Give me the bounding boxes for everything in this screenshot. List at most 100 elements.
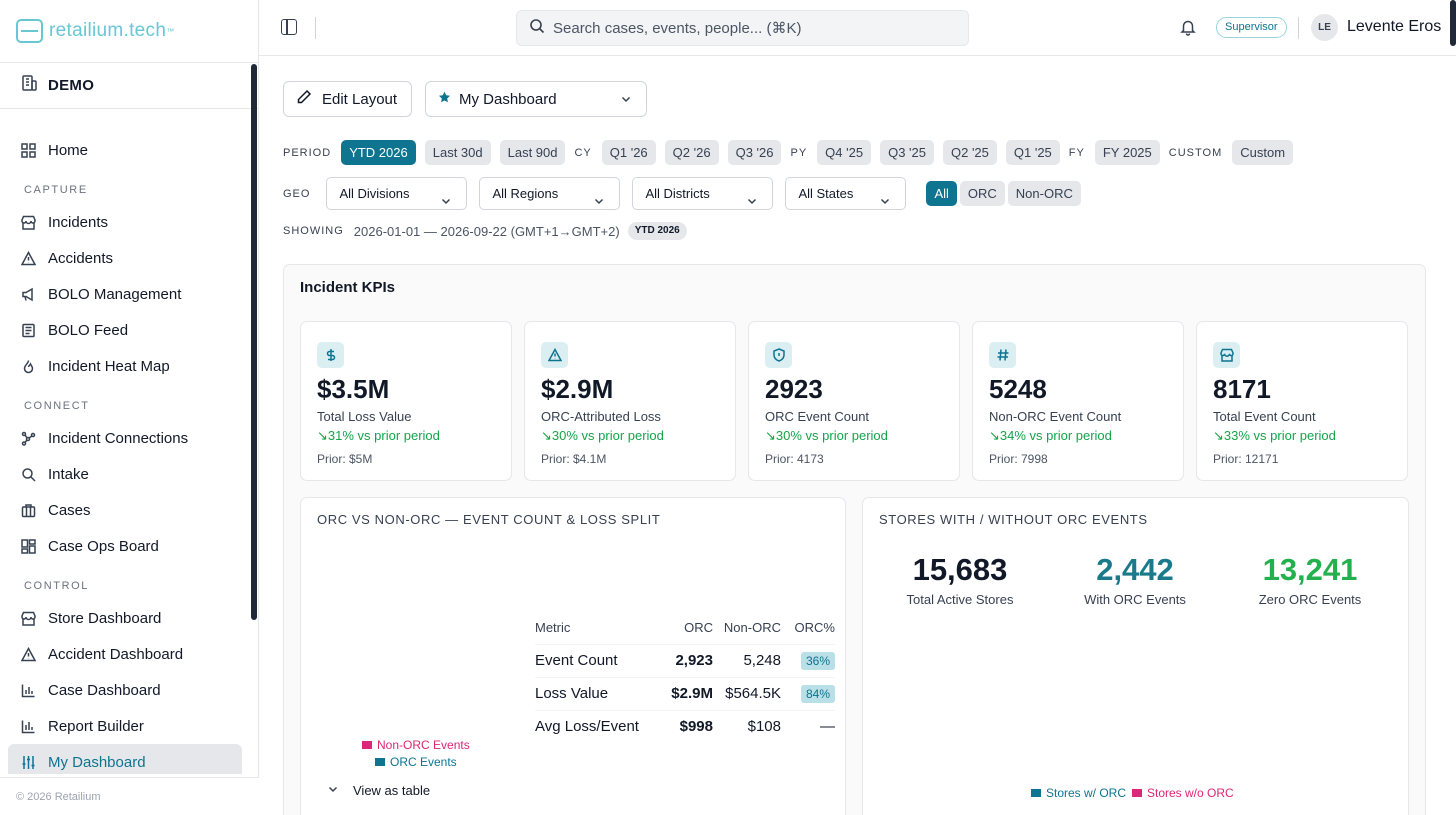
sidebar-item-label: Intake	[48, 465, 89, 483]
sidebar-item-label: My Dashboard	[48, 753, 146, 771]
sidebar-item-bolo-feed[interactable]: BOLO Feed	[0, 312, 250, 348]
sidebar-item-cases[interactable]: Cases	[0, 492, 250, 528]
kpi-label: Non-ORC Event Count	[989, 409, 1122, 424]
kpi-card-orc-loss[interactable]: $2.9M ORC-Attributed Loss ↘30% vs prior …	[524, 321, 736, 481]
state-select[interactable]: All States	[785, 177, 907, 210]
stat-value: 2,442	[1096, 552, 1174, 587]
sidebar-item-label: Case Ops Board	[48, 537, 159, 555]
sidebar-toggle-icon[interactable]	[281, 19, 297, 35]
region-select[interactable]: All Regions	[479, 177, 621, 210]
sidebar-nav: Home CAPTURE Incidents Accidents BOLO Ma…	[0, 110, 250, 774]
sidebar-item-label: Accident Dashboard	[48, 645, 184, 663]
geo-label: GEO	[283, 187, 311, 200]
period-chip-q1-26[interactable]: Q1 '26	[601, 140, 656, 165]
sidebar-item-report-builder[interactable]: Report Builder	[0, 708, 250, 744]
showing-range: 2026-01-01 — 2026-09-22 (GMT+1→GMT+2)	[353, 223, 620, 239]
period-chip-custom[interactable]: Custom	[1232, 140, 1294, 165]
kpi-prior: Prior: 4173	[765, 452, 824, 466]
period-chip-q4-25[interactable]: Q4 '25	[817, 140, 872, 165]
bell-icon[interactable]	[1179, 18, 1197, 36]
view-as-table-toggle[interactable]: View as table	[327, 783, 430, 798]
edit-layout-button[interactable]: Edit Layout	[283, 81, 412, 117]
chevron-down-icon	[879, 187, 891, 218]
period-chip-q3-26[interactable]: Q3 '26	[727, 140, 782, 165]
chevron-down-icon	[327, 783, 339, 798]
sidebar-item-accident-dashboard[interactable]: Accident Dashboard	[0, 636, 250, 672]
period-chip-ytd[interactable]: YTD 2026	[341, 140, 416, 165]
column-header: ORC	[684, 620, 713, 636]
kpi-card-non-orc-count[interactable]: 5248 Non-ORC Event Count ↘34% vs prior p…	[972, 321, 1184, 481]
search-input[interactable]	[553, 19, 953, 37]
period-chip-last90[interactable]: Last 90d	[499, 140, 566, 165]
dashboard-select[interactable]: My Dashboard	[425, 81, 647, 117]
sidebar-item-case-ops-board[interactable]: Case Ops Board	[0, 528, 250, 564]
sidebar-footer: © 2026 Retailium	[0, 777, 259, 815]
warning-icon	[541, 342, 568, 368]
period-chip-q1-25[interactable]: Q1 '25	[1005, 140, 1060, 165]
period-chip-last30[interactable]: Last 30d	[424, 140, 491, 165]
segment-all[interactable]: All	[926, 181, 957, 206]
sidebar-item-bolo-management[interactable]: BOLO Management	[0, 276, 250, 312]
stat-zero-orc: 13,241 Zero ORC Events	[1230, 552, 1390, 607]
sidebar-item-label: Incident Heat Map	[48, 357, 170, 375]
orc-cell: $998	[663, 709, 713, 743]
period-chip-fy2025[interactable]: FY 2025	[1094, 140, 1160, 165]
kpi-card-orc-count[interactable]: 2923 ORC Event Count ↘30% vs prior perio…	[748, 321, 960, 481]
sidebar-scrollbar[interactable]	[251, 64, 257, 620]
kpi-value: 5248	[989, 374, 1047, 404]
search-box[interactable]	[516, 10, 969, 46]
orc-cell: 2,923	[663, 643, 713, 677]
role-badge: Supervisor	[1216, 17, 1287, 38]
showing-badge: YTD 2026	[627, 222, 687, 240]
sidebar-item-intake[interactable]: Intake	[0, 456, 250, 492]
edit-layout-label: Edit Layout	[322, 90, 398, 108]
sidebar-item-incident-heat-map[interactable]: Incident Heat Map	[0, 348, 250, 384]
sidebar-item-my-dashboard[interactable]: My Dashboard	[8, 744, 242, 774]
period-chip-q2-26[interactable]: Q2 '26	[664, 140, 719, 165]
division-select[interactable]: All Divisions	[326, 177, 468, 210]
orc-split-card: ORC VS NON-ORC — EVENT COUNT & LOSS SPLI…	[300, 497, 846, 815]
brand-logo[interactable]: retailium.tech ™	[0, 0, 258, 63]
period-filter-row: PERIOD YTD 2026 Last 30d Last 90d CY Q1 …	[283, 140, 1302, 165]
sliders-icon	[20, 754, 36, 770]
legend-swatch	[362, 741, 372, 749]
store-icon	[20, 610, 36, 626]
stat-label: With ORC Events	[1084, 592, 1186, 607]
period-chip-q2-25[interactable]: Q2 '25	[942, 140, 997, 165]
kpi-card-total-count[interactable]: 8171 Total Event Count ↘33% vs prior per…	[1196, 321, 1408, 481]
sidebar-item-label: BOLO Feed	[48, 321, 129, 339]
nav-section-connect: CONNECT	[24, 400, 90, 412]
period-chip-q3-25[interactable]: Q3 '25	[880, 140, 934, 165]
sidebar-item-incident-connections[interactable]: Incident Connections	[0, 420, 250, 456]
pct-cell: 36%	[781, 643, 835, 677]
nav-section-control: CONTROL	[24, 580, 89, 592]
cy-label: CY	[574, 146, 592, 159]
segment-orc[interactable]: ORC	[959, 181, 1005, 206]
avatar[interactable]: LE	[1311, 14, 1338, 41]
stores-orc-card: STORES WITH / WITHOUT ORC EVENTS 15,683 …	[862, 497, 1409, 815]
sidebar-item-home[interactable]: Home	[0, 132, 250, 168]
warning-icon	[20, 250, 36, 266]
sidebar-item-incidents[interactable]: Incidents	[0, 204, 250, 240]
sidebar-item-accidents[interactable]: Accidents	[0, 240, 250, 276]
fy-label: FY	[1068, 146, 1085, 159]
kpi-label: ORC-Attributed Loss	[541, 409, 661, 424]
logo-icon	[16, 19, 43, 43]
user-name[interactable]: Levente Eros	[1347, 18, 1442, 35]
briefcase-icon	[20, 502, 36, 518]
chevron-down-icon	[746, 187, 758, 218]
page-scrollbar[interactable]	[1450, 0, 1456, 46]
legend-label: Non-ORC Events	[377, 738, 470, 752]
metric-cell: Loss Value	[535, 676, 663, 710]
showing-row: SHOWING 2026-01-01 — 2026-09-22 (GMT+1→G…	[283, 222, 687, 240]
board-icon	[20, 538, 36, 554]
kpi-prior: Prior: $4.1M	[541, 452, 607, 466]
org-switcher[interactable]: DEMO	[0, 63, 258, 109]
sidebar-item-label: BOLO Management	[48, 285, 182, 303]
district-select[interactable]: All Districts	[632, 177, 774, 210]
kpi-card-total-loss[interactable]: $3.5M Total Loss Value ↘31% vs prior per…	[300, 321, 512, 481]
sidebar-item-case-dashboard[interactable]: Case Dashboard	[0, 672, 250, 708]
segment-non-orc[interactable]: Non-ORC	[1007, 181, 1081, 206]
column-header: Non-ORC	[723, 620, 781, 636]
sidebar-item-store-dashboard[interactable]: Store Dashboard	[0, 600, 250, 636]
